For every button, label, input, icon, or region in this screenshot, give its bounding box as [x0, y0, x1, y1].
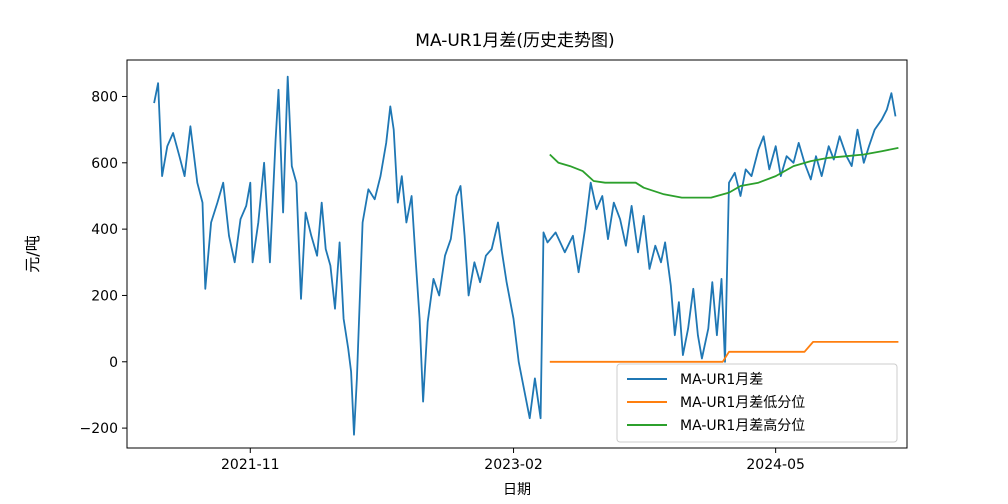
x-tick-label: 2023-02 [484, 457, 543, 473]
x-tick-label: 2021-11 [221, 457, 280, 473]
legend-label: MA-UR1月差低分位 [680, 395, 805, 411]
y-tick-label: −200 [80, 421, 118, 437]
legend-label: MA-UR1月差高分位 [680, 417, 805, 434]
y-tick-label: 400 [91, 222, 118, 238]
legend-label: MA-UR1月差 [680, 372, 763, 388]
x-tick-label: 2024-05 [746, 457, 805, 473]
x-axis-label: 日期 [503, 482, 531, 498]
legend: MA-UR1月差 MA-UR1月差低分位 MA-UR1月差高分位 [616, 363, 898, 443]
y-axis: −200 0 200 400 600 800 [80, 89, 127, 437]
y-tick-label: 800 [91, 89, 118, 105]
plot-frame [126, 59, 908, 449]
series-line-2 [549, 341, 899, 363]
y-axis-label: 元/吨 [23, 235, 42, 272]
x-axis: 2021-11 2023-02 2024-05 [221, 448, 805, 473]
y-tick-label: 200 [91, 288, 118, 304]
legend-box [616, 363, 898, 443]
series-line-1 [153, 75, 897, 436]
y-tick-label: 0 [109, 355, 118, 371]
chart-title: MA-UR1月差(历史走势图) [415, 31, 614, 51]
y-tick-label: 600 [91, 156, 118, 172]
series-line-3 [549, 147, 899, 199]
plot-lines [153, 75, 899, 436]
